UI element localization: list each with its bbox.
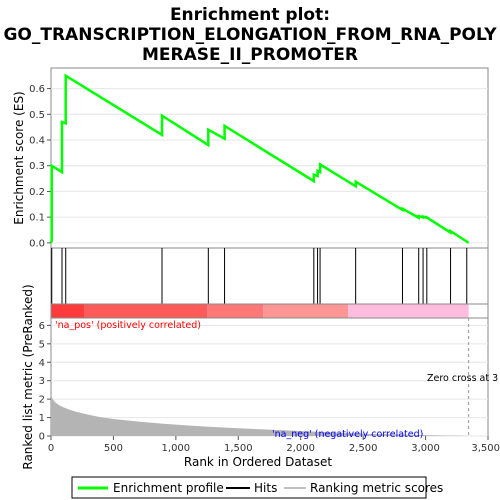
x-tick-label: 3,000 bbox=[411, 443, 440, 454]
enrichment-profile-line bbox=[49, 73, 470, 244]
x-tick-label: 2,000 bbox=[286, 443, 315, 454]
es-grid bbox=[51, 88, 488, 244]
title-line-3: MERASE_II_PROMOTER bbox=[142, 45, 358, 65]
es-tick-label: 0.4 bbox=[29, 136, 45, 147]
ranking-metric-area bbox=[51, 393, 469, 436]
metric-tick-label: 0 bbox=[39, 432, 45, 443]
x-tick-label: 3,500 bbox=[471, 443, 500, 454]
gradient-segment bbox=[207, 304, 264, 318]
metric-ylabel: Ranked list metric (PreRanked) bbox=[21, 284, 35, 469]
es-y-ticks: 0.0 0.1 0.2 0.3 0.4 0.5 0.6 bbox=[29, 84, 51, 249]
xlabel: Rank in Ordered Dataset bbox=[184, 455, 332, 469]
gradient-segment bbox=[348, 304, 469, 318]
metric-tick-label: 5 bbox=[39, 339, 45, 350]
x-ticks: 0 500 1,000 1,500 2,000 2,500 3,000 3,500 bbox=[48, 436, 500, 454]
zero-cross-label: Zero cross at 3 bbox=[427, 373, 498, 384]
es-tick-label: 0.1 bbox=[29, 213, 45, 224]
es-tick-label: 0.5 bbox=[29, 110, 45, 121]
es-ylabel: Enrichment score (ES) bbox=[12, 91, 26, 224]
metric-tick-label: 4 bbox=[39, 358, 45, 369]
legend-enrichment-label: Enrichment profile bbox=[113, 481, 224, 495]
x-tick-label: 1,500 bbox=[224, 443, 253, 454]
x-tick-label: 0 bbox=[48, 443, 54, 454]
pos-correlated-label: 'na_pos' (positively correlated) bbox=[55, 320, 201, 331]
metric-tick-label: 1 bbox=[39, 413, 45, 424]
x-tick-label: 2,500 bbox=[349, 443, 378, 454]
neg-correlated-label: 'na_neg' (negatively correlated) bbox=[272, 429, 423, 440]
title-line-2: GO_TRANSCRIPTION_ELONGATION_FROM_RNA_POL… bbox=[3, 25, 497, 45]
hits-group bbox=[51, 248, 468, 304]
legend-hits-label: Hits bbox=[254, 481, 277, 495]
hits-panel-frame bbox=[50, 247, 489, 305]
es-tick-label: 0.0 bbox=[29, 238, 45, 249]
es-tick-label: 0.3 bbox=[29, 161, 45, 172]
ranking-gradient-bar bbox=[50, 303, 489, 319]
es-tick-label: 0.6 bbox=[29, 84, 45, 95]
metric-panel-frame bbox=[50, 317, 489, 437]
x-tick-label: 500 bbox=[104, 443, 123, 454]
title-line-1: Enrichment plot: bbox=[170, 5, 330, 25]
metric-tick-label: 6 bbox=[39, 321, 45, 332]
gradient-segment bbox=[263, 304, 349, 318]
metric-tick-label: 3 bbox=[39, 376, 45, 387]
es-panel-frame bbox=[50, 67, 489, 249]
es-tick-label: 0.2 bbox=[29, 187, 45, 198]
gradient-segment bbox=[84, 304, 208, 318]
metric-y-ticks: 0 1 2 3 4 5 6 bbox=[39, 321, 51, 443]
legend-metric-label: Ranking metric scores bbox=[310, 481, 443, 495]
x-tick-label: 1,000 bbox=[162, 443, 191, 454]
metric-tick-label: 2 bbox=[39, 395, 45, 406]
gradient-segment bbox=[51, 304, 85, 318]
